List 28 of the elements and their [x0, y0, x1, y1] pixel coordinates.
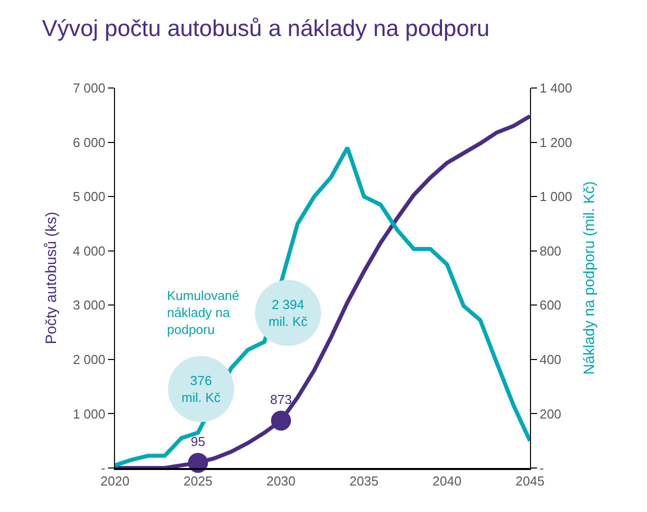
y2-axis-title: Náklady na podporu (mil. Kč) — [581, 181, 598, 375]
x-tick-label: 2025 — [184, 473, 212, 488]
annotation: Kumulované náklady na podporu — [167, 288, 240, 337]
x-tick-label: 2030 — [266, 473, 296, 488]
y2-tick-label: 1 000 — [540, 189, 572, 204]
chart-title: Vývoj počtu autobusů a náklady na podporu — [42, 15, 490, 42]
y-tick-label: 7 000 — [72, 80, 106, 96]
y2-tick-label: 600 — [540, 298, 562, 313]
data-label: 95 — [190, 434, 206, 450]
y2-tick-label: - — [540, 460, 544, 476]
y2-tick-label: 400 — [540, 352, 562, 367]
y2-tick-label: 800 — [540, 243, 562, 258]
y2-tick-label: 1 200 — [540, 134, 572, 150]
y-tick-label: 4 000 — [72, 243, 106, 258]
x-tick-label: 2045 — [516, 473, 544, 488]
y-tick-label: 5 000 — [72, 189, 106, 204]
x-tick-label: 2040 — [432, 473, 462, 488]
data-label: 873 — [270, 392, 292, 407]
y-tick-label: 2 000 — [72, 352, 106, 367]
x-tick-label: 2020 — [100, 473, 130, 488]
y-tick-label: 6 000 — [72, 134, 106, 150]
x-tick-label: 2035 — [350, 473, 378, 488]
y-tick-label: 3 000 — [72, 298, 106, 313]
y-tick-label: 1 000 — [72, 406, 106, 422]
y-axis-title: Počty autobusů (ks) — [43, 212, 60, 344]
y2-tick-label: 1 400 — [540, 80, 572, 96]
y2-tick-label: 200 — [540, 406, 562, 422]
y-tick-label: - — [101, 460, 106, 476]
